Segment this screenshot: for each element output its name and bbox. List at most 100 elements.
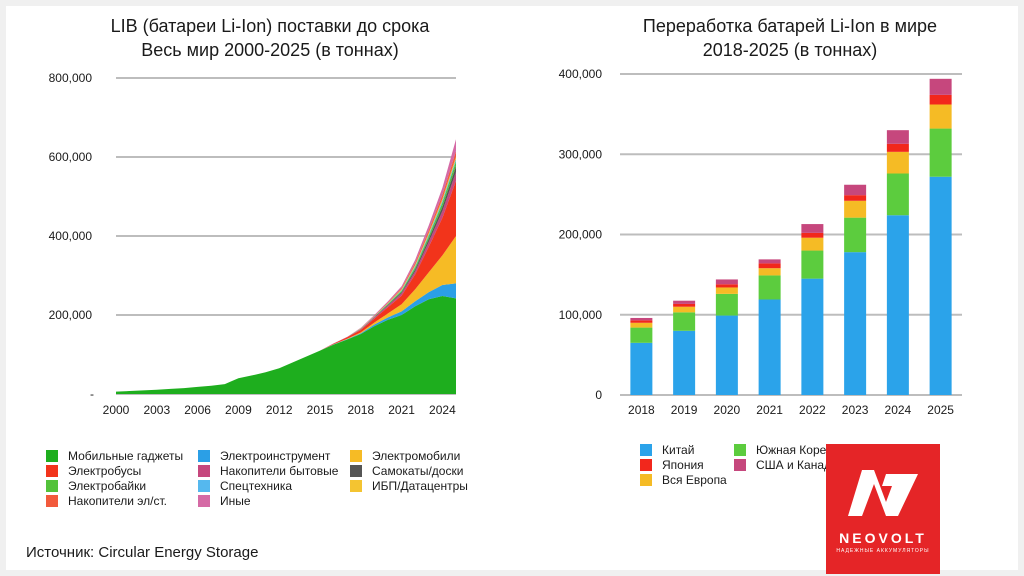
area-x-tick-label: 2003 xyxy=(143,403,170,417)
legend-label: Электроинструмент xyxy=(220,449,331,463)
legend-swatch xyxy=(198,480,210,492)
area-y-tick-label: - xyxy=(90,387,94,401)
area-y-tick-label: 800,000 xyxy=(49,71,93,85)
bar-segment-Вся Европа-2020 xyxy=(715,287,738,294)
bar-segment-Китай-2018 xyxy=(630,342,653,395)
legend-swatch xyxy=(46,450,58,462)
bar-segment-США и Канада-2021 xyxy=(758,259,781,264)
area-chart-title-line1: LIB (батареи Li-Ion) поставки до срока xyxy=(110,16,430,36)
bar-x-tick-label: 2021 xyxy=(756,403,783,417)
neovolt-logo-icon xyxy=(848,470,918,516)
legend-label: Вся Европа xyxy=(662,473,727,487)
bar-x-tick-label: 2020 xyxy=(714,403,741,417)
bar-segment-США и Канада-2022 xyxy=(801,224,824,233)
legend-swatch xyxy=(640,474,652,486)
legend-label: Накопители эл/ст. xyxy=(68,494,167,508)
bar-y-tick-label: 300,000 xyxy=(559,147,603,161)
bar-segment-Япония-2025 xyxy=(929,94,952,105)
bar-x-tick-label: 2022 xyxy=(799,403,826,417)
legend-label: Иные xyxy=(220,494,251,508)
area-series-Электромобили xyxy=(116,236,456,392)
bar-segment-Япония-2018 xyxy=(630,320,653,323)
legend-label: США и Канада xyxy=(756,458,838,472)
bar-segment-Япония-2020 xyxy=(715,284,738,288)
area-x-tick-label: 2018 xyxy=(347,403,374,417)
legend-swatch xyxy=(350,450,362,462)
bar-segment-США и Канада-2025 xyxy=(929,78,952,95)
legend-label: Электромобили xyxy=(372,449,461,463)
legend-swatch xyxy=(198,465,210,477)
bar-segment-Южная Корея-2021 xyxy=(758,275,781,300)
area-x-tick-label: 2021 xyxy=(388,403,415,417)
bar-segment-Южная Корея-2025 xyxy=(929,128,952,177)
bar-segment-Япония-2019 xyxy=(673,303,696,307)
bar-segment-Китай-2025 xyxy=(929,176,952,395)
bar-segment-Вся Европа-2019 xyxy=(673,306,696,313)
bar-segment-Япония-2022 xyxy=(801,232,824,238)
bar-segment-Вся Европа-2025 xyxy=(929,104,952,129)
legend-swatch xyxy=(640,459,652,471)
bar-x-tick-label: 2019 xyxy=(671,403,698,417)
bar-segment-Южная Корея-2018 xyxy=(630,327,653,343)
bar-segment-Япония-2024 xyxy=(886,143,909,152)
legend-swatch xyxy=(198,495,210,507)
bar-x-tick-label: 2018 xyxy=(628,403,655,417)
area-x-tick-label: 2012 xyxy=(266,403,293,417)
bar-segment-США и Канада-2024 xyxy=(886,130,909,144)
bar-y-tick-label: 0 xyxy=(595,388,602,402)
legend-swatch xyxy=(350,465,362,477)
source-note: Источник: Circular Energy Storage xyxy=(26,544,259,561)
bar-y-tick-label: 400,000 xyxy=(559,67,603,81)
bar-segment-Япония-2021 xyxy=(758,263,781,269)
bar-segment-Вся Европа-2024 xyxy=(886,151,909,174)
bar-chart-title-line1: Переработка батарей Li-Ion в мире xyxy=(642,16,938,36)
legend-swatch xyxy=(640,444,652,456)
bar-x-tick-label: 2024 xyxy=(885,403,912,417)
bar-segment-Вся Европа-2023 xyxy=(844,200,867,218)
bar-segment-Китай-2023 xyxy=(844,252,867,395)
legend-label: Китай xyxy=(662,443,695,457)
area-chart-title-line2: Весь мир 2000-2025 (в тоннах) xyxy=(141,40,399,60)
area-y-tick-label: 200,000 xyxy=(49,308,93,322)
legend-swatch xyxy=(46,465,58,477)
bar-segment-Япония-2023 xyxy=(844,195,867,201)
legend-swatch xyxy=(734,444,746,456)
bar-x-tick-label: 2025 xyxy=(927,403,954,417)
bar-segment-Южная Корея-2023 xyxy=(844,217,867,253)
legend-label: Спецтехника xyxy=(220,479,292,493)
bar-segment-Южная Корея-2020 xyxy=(715,293,738,316)
area-y-tick-label: 600,000 xyxy=(49,150,93,164)
legend-label: Южная Корея xyxy=(756,443,833,457)
bar-segment-Вся Европа-2018 xyxy=(630,322,653,328)
legend-label: ИБП/Датацентры xyxy=(372,479,468,493)
area-series-Мобильные гаджеты xyxy=(116,296,456,394)
bar-segment-США и Канада-2018 xyxy=(630,317,653,321)
bar-chart-title-line2: 2018-2025 (в тоннах) xyxy=(702,40,878,60)
area-y-tick-label: 400,000 xyxy=(49,229,93,243)
bar-segment-Южная Корея-2024 xyxy=(886,173,909,216)
bar-segment-США и Канада-2019 xyxy=(673,300,696,304)
neovolt-logo: NEOVOLT НАДЕЖНЫЕ АККУМУЛЯТОРЫ xyxy=(826,444,940,574)
bar-segment-Вся Европа-2022 xyxy=(801,237,824,251)
legend-label: Мобильные гаджеты xyxy=(68,449,184,463)
bar-segment-Южная Корея-2019 xyxy=(673,312,696,331)
legend-swatch xyxy=(46,495,58,507)
area-x-tick-label: 2015 xyxy=(307,403,334,417)
legend-label: Электробайки xyxy=(68,479,147,493)
area-x-tick-label: 2024 xyxy=(429,403,456,417)
bar-segment-Вся Европа-2021 xyxy=(758,268,781,276)
bar-x-tick-label: 2023 xyxy=(842,403,869,417)
legend-label: Накопители бытовые xyxy=(220,464,339,478)
bar-y-tick-label: 100,000 xyxy=(559,308,603,322)
legend-label: Электробусы xyxy=(68,464,142,478)
bar-segment-Китай-2020 xyxy=(715,315,738,395)
legend-label: Самокаты/доски xyxy=(372,464,464,478)
area-chart-title: LIB (батареи Li-Ion) поставки до срока В… xyxy=(60,14,480,62)
bar-segment-Китай-2019 xyxy=(673,330,696,395)
legend-swatch xyxy=(734,459,746,471)
bar-segment-США и Канада-2020 xyxy=(715,279,738,285)
legend-swatch xyxy=(46,480,58,492)
legend-label: Япония xyxy=(662,458,704,472)
